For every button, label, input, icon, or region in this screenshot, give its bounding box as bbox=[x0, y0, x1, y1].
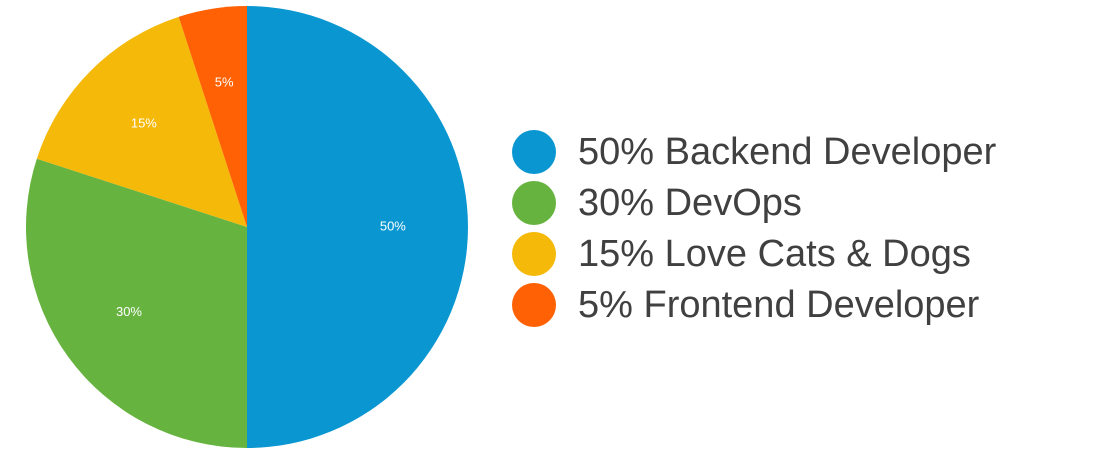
pie-chart: 50% 30% 15% 5% bbox=[25, 6, 468, 448]
pie-slice-backend-developer bbox=[247, 6, 468, 448]
legend-swatch-devops bbox=[512, 180, 556, 225]
legend-swatch-frontend-developer bbox=[512, 282, 556, 327]
legend-item-devops: 30% DevOps bbox=[512, 177, 1102, 228]
pie-slice-label-frontend-developer: 5% bbox=[215, 74, 234, 89]
pie-slice-love-cats-dogs bbox=[36, 16, 247, 227]
legend-swatch-backend-developer bbox=[512, 129, 556, 174]
legend-label-frontend-developer: 5% Frontend Developer bbox=[578, 283, 980, 326]
pie-slice-label-devops: 30% bbox=[116, 304, 142, 319]
legend: 50% Backend Developer 30% DevOps 15% Lov… bbox=[512, 126, 1102, 330]
pie-slice-devops bbox=[25, 158, 248, 448]
legend-label-love-cats-dogs: 15% Love Cats & Dogs bbox=[578, 232, 971, 275]
legend-label-devops: 30% DevOps bbox=[578, 181, 802, 224]
pie-slice-frontend-developer bbox=[178, 6, 247, 227]
legend-item-backend-developer: 50% Backend Developer bbox=[512, 126, 1102, 177]
pie-slice-label-love-cats-dogs: 15% bbox=[131, 115, 157, 130]
legend-label-backend-developer: 50% Backend Developer bbox=[578, 130, 997, 173]
legend-item-love-cats-dogs: 15% Love Cats & Dogs bbox=[512, 228, 1102, 279]
legend-swatch-love-cats-dogs bbox=[512, 231, 556, 276]
legend-item-frontend-developer: 5% Frontend Developer bbox=[512, 279, 1102, 330]
pie-slice-label-backend-developer: 50% bbox=[380, 218, 406, 233]
